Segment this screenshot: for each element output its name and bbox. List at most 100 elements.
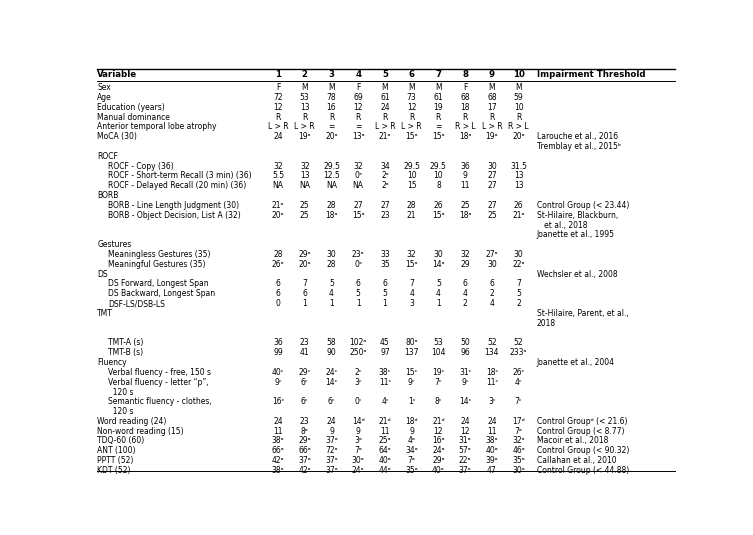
Text: 38ᶜ: 38ᶜ xyxy=(379,368,391,377)
Text: 0ᶜ: 0ᶜ xyxy=(355,397,362,406)
Text: BORB: BORB xyxy=(97,191,119,200)
Text: 18: 18 xyxy=(460,103,470,112)
Text: 250ᵃ: 250ᵃ xyxy=(349,348,367,357)
Text: 10: 10 xyxy=(514,103,523,112)
Text: Word reading (24): Word reading (24) xyxy=(97,417,166,426)
Text: ROCF: ROCF xyxy=(97,152,118,161)
Text: ROCF - Short-term Recall (3 min) (36): ROCF - Short-term Recall (3 min) (36) xyxy=(108,171,252,180)
Text: 21ᵈ: 21ᵈ xyxy=(432,417,445,426)
Text: 17ᵈ: 17ᵈ xyxy=(512,417,525,426)
Text: 5: 5 xyxy=(355,289,361,298)
Text: 18ᵃ: 18ᵃ xyxy=(325,211,337,220)
Text: 13: 13 xyxy=(300,171,309,180)
Text: 29ᶜ: 29ᶜ xyxy=(298,368,311,377)
Text: 20ᵃ: 20ᵃ xyxy=(298,260,311,269)
Text: 21ᵃ: 21ᵃ xyxy=(272,201,284,210)
Text: 1: 1 xyxy=(436,299,441,308)
Text: 20ᵃ: 20ᵃ xyxy=(512,132,525,141)
Text: 24ᵃ: 24ᵃ xyxy=(352,466,364,475)
Text: NA: NA xyxy=(273,181,283,190)
Text: 11: 11 xyxy=(460,181,470,190)
Text: 6: 6 xyxy=(409,70,415,79)
Text: 4ᶜ: 4ᶜ xyxy=(515,378,523,387)
Text: Joanette et al., 1995: Joanette et al., 1995 xyxy=(537,231,614,239)
Text: Larouche et al., 2016
Tremblay et al., 2015ᵇ: Larouche et al., 2016 Tremblay et al., 2… xyxy=(537,132,620,151)
Text: =: = xyxy=(328,123,334,131)
Text: 11: 11 xyxy=(487,427,497,435)
Text: 35ᵃ: 35ᵃ xyxy=(512,456,525,465)
Text: PPTT (52): PPTT (52) xyxy=(97,456,133,465)
Text: 8ᶜ: 8ᶜ xyxy=(434,397,442,406)
Text: 13ᵃ: 13ᵃ xyxy=(352,132,364,141)
Text: 26: 26 xyxy=(514,201,523,210)
Text: R: R xyxy=(462,112,468,121)
Text: L > R: L > R xyxy=(401,123,422,131)
Text: 50: 50 xyxy=(460,338,470,347)
Text: 1ᶜ: 1ᶜ xyxy=(408,397,416,406)
Text: 32: 32 xyxy=(460,250,470,259)
Text: L > R: L > R xyxy=(294,123,315,131)
Text: 18ᵈ: 18ᵈ xyxy=(405,417,418,426)
Text: 2: 2 xyxy=(489,289,494,298)
Text: 15ᵃ: 15ᵃ xyxy=(405,132,418,141)
Text: 24: 24 xyxy=(273,132,283,141)
Text: 40ᵃ: 40ᵃ xyxy=(432,466,445,475)
Text: 27: 27 xyxy=(380,201,390,210)
Text: Age: Age xyxy=(97,93,112,102)
Text: 64ᵃ: 64ᵃ xyxy=(379,446,392,455)
Text: 6ᶜ: 6ᶜ xyxy=(301,397,309,406)
Text: 23: 23 xyxy=(300,338,309,347)
Text: 11: 11 xyxy=(273,427,282,435)
Text: 45: 45 xyxy=(380,338,390,347)
Text: 11: 11 xyxy=(380,427,390,435)
Text: 34: 34 xyxy=(380,162,390,171)
Text: 12: 12 xyxy=(460,427,470,435)
Text: 16ᶜ: 16ᶜ xyxy=(272,397,284,406)
Text: 96: 96 xyxy=(460,348,470,357)
Text: 30: 30 xyxy=(514,250,523,259)
Text: Joanette et al., 2004: Joanette et al., 2004 xyxy=(537,358,614,367)
Text: 73: 73 xyxy=(407,93,416,102)
Text: DS Backward, Longest Span: DS Backward, Longest Span xyxy=(108,289,215,298)
Text: 52: 52 xyxy=(514,338,523,347)
Text: 37ᵃ: 37ᵃ xyxy=(325,437,338,446)
Text: 1: 1 xyxy=(329,299,334,308)
Text: 7: 7 xyxy=(302,279,307,288)
Text: M: M xyxy=(489,83,495,92)
Text: 11ᶜ: 11ᶜ xyxy=(379,378,391,387)
Text: 27: 27 xyxy=(487,181,497,190)
Text: Education (years): Education (years) xyxy=(97,103,165,112)
Text: 29.5: 29.5 xyxy=(430,162,447,171)
Text: 24: 24 xyxy=(273,417,283,426)
Text: 4: 4 xyxy=(409,289,414,298)
Text: Verbal fluency - free, 150 s: Verbal fluency - free, 150 s xyxy=(108,368,211,377)
Text: Control Group (< 44.88): Control Group (< 44.88) xyxy=(537,466,629,475)
Text: 13: 13 xyxy=(300,103,309,112)
Text: 9: 9 xyxy=(489,70,495,79)
Text: =: = xyxy=(355,123,361,131)
Text: Impairment Threshold: Impairment Threshold xyxy=(537,70,645,79)
Text: 9: 9 xyxy=(329,427,334,435)
Text: MoCA (30): MoCA (30) xyxy=(97,132,137,141)
Text: 2: 2 xyxy=(463,299,468,308)
Text: R: R xyxy=(355,112,361,121)
Text: 16: 16 xyxy=(327,103,337,112)
Text: Meaningful Gestures (35): Meaningful Gestures (35) xyxy=(108,260,206,269)
Text: 6: 6 xyxy=(276,289,280,298)
Text: 36: 36 xyxy=(273,338,283,347)
Text: 9ᶜ: 9ᶜ xyxy=(274,378,282,387)
Text: 20ᵃ: 20ᵃ xyxy=(272,211,285,220)
Text: 53: 53 xyxy=(434,338,444,347)
Text: 59: 59 xyxy=(514,93,523,102)
Text: 3: 3 xyxy=(409,299,414,308)
Text: 21: 21 xyxy=(407,211,416,220)
Text: 10: 10 xyxy=(407,171,416,180)
Text: 6: 6 xyxy=(383,279,387,288)
Text: Macoir et al., 2018: Macoir et al., 2018 xyxy=(537,437,608,446)
Text: 19: 19 xyxy=(434,103,444,112)
Text: 19ᵃ: 19ᵃ xyxy=(486,132,498,141)
Text: Verbal fluency - letter “p”,
  120 s: Verbal fluency - letter “p”, 120 s xyxy=(108,378,209,396)
Text: Meaningless Gestures (35): Meaningless Gestures (35) xyxy=(108,250,211,259)
Text: 24ᶜ: 24ᶜ xyxy=(325,368,337,377)
Text: NA: NA xyxy=(299,181,310,190)
